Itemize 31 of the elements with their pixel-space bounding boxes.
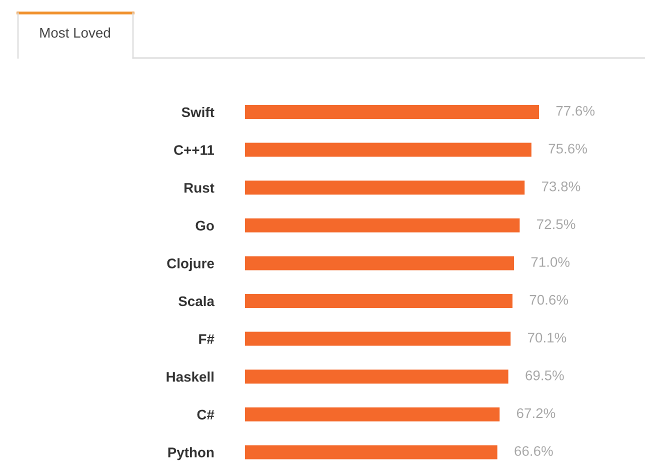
data-label: 70.6% bbox=[530, 294, 568, 305]
bar bbox=[245, 332, 511, 346]
bar bbox=[245, 407, 500, 422]
y-tick-label: C# bbox=[197, 410, 214, 420]
bar bbox=[245, 370, 508, 384]
y-tick-label: Swift bbox=[182, 106, 214, 118]
data-label: 77.6% bbox=[556, 106, 595, 116]
bar bbox=[245, 218, 520, 232]
data-label: 69.5% bbox=[526, 370, 564, 380]
text: Most Loved bbox=[40, 28, 110, 38]
y-tick-label: Scala bbox=[178, 296, 215, 306]
y-tick-label: Go bbox=[196, 220, 214, 231]
y-tick-label: Python bbox=[168, 447, 214, 460]
bar bbox=[245, 105, 539, 119]
data-label: 75.6% bbox=[548, 144, 587, 154]
data-label: 67.2% bbox=[516, 408, 556, 418]
bar bbox=[245, 142, 532, 157]
data-label: 70.1% bbox=[528, 332, 566, 343]
bar bbox=[245, 180, 525, 195]
data-label: 66.6% bbox=[514, 446, 553, 456]
y-tick-label: F# bbox=[199, 334, 214, 344]
bar bbox=[245, 256, 514, 270]
y-tick-label: Haskell bbox=[166, 372, 214, 382]
y-tick-label: C++11 bbox=[174, 145, 214, 155]
data-label: 73.8% bbox=[542, 181, 580, 192]
data-label: 71.0% bbox=[531, 257, 570, 267]
bar bbox=[245, 294, 512, 308]
data-label: 72.5% bbox=[537, 219, 576, 230]
y-tick-label: Rust bbox=[184, 183, 214, 193]
bar bbox=[245, 445, 498, 460]
y-tick-label: Clojure bbox=[167, 258, 214, 272]
